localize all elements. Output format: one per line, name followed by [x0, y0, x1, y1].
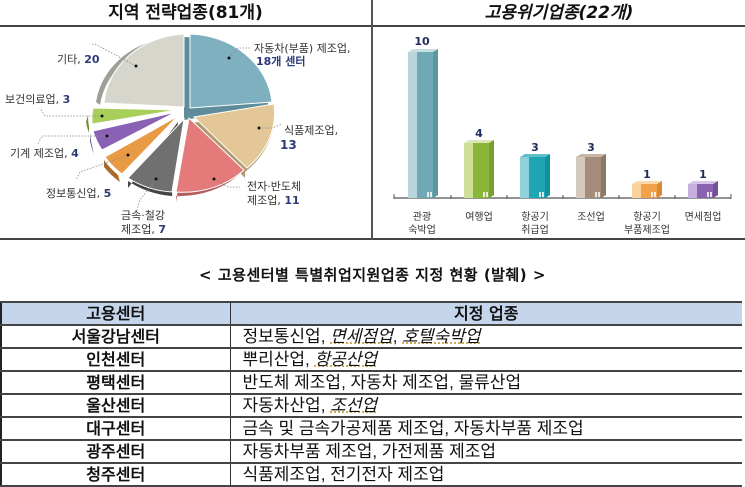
bar-shipbuilding [576, 154, 606, 198]
pie-label-dots [100, 56, 261, 181]
header-center: 고용센터 [0, 301, 230, 326]
designated-industries: 정보통신업, 면세점업, 호텔숙박업 [229, 325, 742, 349]
pie-label-auto-value: 18개 센터 [256, 54, 306, 68]
center-name: 서울강남센터 [0, 325, 230, 349]
crisis-industry-text: 호텔숙박업 [402, 327, 481, 346]
center-name: 청주센터 [0, 463, 230, 487]
industry-text: 자동차산업, [242, 396, 331, 415]
pie-label-metal: 금속·철강 [121, 209, 165, 222]
designated-industries: 뿌리산업, 항공산업 [229, 348, 742, 372]
pie-label-food: 식품제조업, [284, 124, 338, 137]
pie-slice-etc [103, 33, 185, 108]
pie-chart: 자동차(부품) 제조업, 18개 센터 식품제조업, 13 전자·반도체 제조업… [5, 33, 351, 236]
industry-text: 반도체 제조업, 자동차 제조업, 물류산업 [242, 373, 522, 392]
charts-panel: 지역 전략업종(81개) 고용위기업종(22개) [0, 0, 745, 240]
pie-slice-metal [127, 117, 185, 193]
bar-category-label: 면세점업 [685, 210, 722, 223]
bar-tourism [408, 49, 438, 198]
table-row: 울산센터 자동차산업, 조선업 [0, 394, 742, 418]
table-row: 청주센터 식품제조업, 전기전자 제조업 [0, 463, 742, 487]
header-industries: 지정 업종 [229, 301, 742, 326]
bar-category-label: 관광 [413, 211, 431, 223]
bar-category-label: 항공기 [521, 211, 549, 223]
bar-category-label: 숙박업 [408, 223, 436, 236]
pie-label-metal-line2: 제조업, 7 [121, 223, 166, 236]
bar-duty-free [688, 181, 718, 198]
pie-label-health: 보건의료업, 3 [5, 93, 70, 106]
designated-industries: 식품제조업, 전기전자 제조업 [229, 463, 742, 487]
axis-ticks [393, 194, 732, 199]
table-header-row: 고용센터 지정 업종 [0, 301, 742, 326]
panel-divider [371, 0, 373, 240]
bar-value-label: 1 [643, 168, 651, 181]
bar-value-label: 4 [475, 127, 483, 140]
center-name: 평택센터 [0, 371, 230, 395]
industry-text: 금속 및 금속가공제품 제조업, 자동차부품 제조업 [242, 419, 584, 438]
bar-category-label: 조선업 [577, 210, 605, 223]
bar-travel [464, 140, 494, 198]
crisis-industry-text: 항공산업 [314, 350, 378, 369]
industry-text: 식품제조업, 전기전자 제조업 [242, 465, 445, 484]
bar-category-label: 부품제조업 [624, 223, 670, 236]
bar-value-label: 3 [531, 141, 539, 154]
pie-label-auto: 자동차(부품) 제조업, [254, 42, 351, 55]
pie-slice-auto [189, 33, 273, 109]
designated-industries: 자동차부품 제조업, 가전제품 제조업 [229, 440, 742, 464]
industry-text: 정보통신업, [242, 327, 331, 346]
table-row: 평택센터 반도체 제조업, 자동차 제조업, 물류산업 [0, 371, 742, 395]
table-caption: < 고용센터별 특별취업지원업종 지정 현황 (발췌) > [199, 266, 546, 284]
table-row: 인천센터 뿌리산업, 항공산업 [0, 348, 742, 372]
center-name: 울산센터 [0, 394, 230, 418]
industry-text: , [392, 327, 403, 346]
table-row: 서울강남센터 정보통신업, 면세점업, 호텔숙박업 [0, 325, 742, 349]
crisis-industry-text: 조선업 [330, 396, 378, 415]
designation-table: 고용센터 지정 업종 서울강남센터 정보통신업, 면세점업, 호텔숙박업 인천센터 뿌… [0, 301, 742, 487]
designated-industries: 자동차산업, 조선업 [229, 394, 742, 418]
pie-leader-lines [37, 43, 283, 211]
pie-label-elec-line2: 제조업, 11 [247, 194, 300, 207]
pie-label-food-value: 13 [280, 138, 297, 152]
pie-label-info: 정보통신업, 5 [46, 187, 111, 200]
bar-category-label: 여행업 [465, 210, 493, 223]
bar-aircraft-parts [632, 181, 662, 198]
pie-slice-info [104, 115, 179, 175]
center-name: 광주센터 [0, 440, 230, 464]
bar-category-label: 항공기 [633, 211, 661, 223]
center-name: 인천센터 [0, 348, 230, 372]
bar-category-label: 취급업 [521, 223, 549, 236]
pie-label-etc: 기타, 20 [57, 53, 100, 66]
center-name: 대구센터 [0, 417, 230, 441]
industry-text: 뿌리산업, [242, 350, 315, 369]
pie-chart-title: 지역 전략업종(81개) [108, 3, 263, 23]
bar-value-label: 1 [699, 168, 707, 181]
bar-chart-title: 고용위기업종(22개) [484, 3, 634, 23]
bar-value-label: 10 [414, 35, 430, 48]
bar-chart: 10 4 3 3 1 1 관광 숙박업 여행업 항공기 취급업 조선업 항공기 … [393, 35, 732, 236]
designated-industries: 반도체 제조업, 자동차 제조업, 물류산업 [229, 371, 742, 395]
industry-text: 자동차부품 제조업, 가전제품 제조업 [242, 442, 497, 461]
bar-air-handling [520, 154, 550, 198]
table-row: 대구센터 금속 및 금속가공제품 제조업, 자동차부품 제조업 [0, 417, 742, 441]
pie-slice-elec [175, 116, 245, 193]
table-row: 광주센터 자동차부품 제조업, 가전제품 제조업 [0, 440, 742, 464]
crisis-industry-text: 면세점업 [330, 327, 393, 346]
pie-slice-food [192, 103, 276, 169]
pie-label-mach: 기계 제조업, 4 [10, 147, 79, 160]
pie-slice-mach [92, 111, 177, 151]
pie-label-elec: 전자·반도체 [247, 180, 301, 193]
designated-industries: 금속 및 금속가공제품 제조업, 자동차부품 제조업 [229, 417, 742, 441]
bar-value-label: 3 [587, 141, 595, 154]
